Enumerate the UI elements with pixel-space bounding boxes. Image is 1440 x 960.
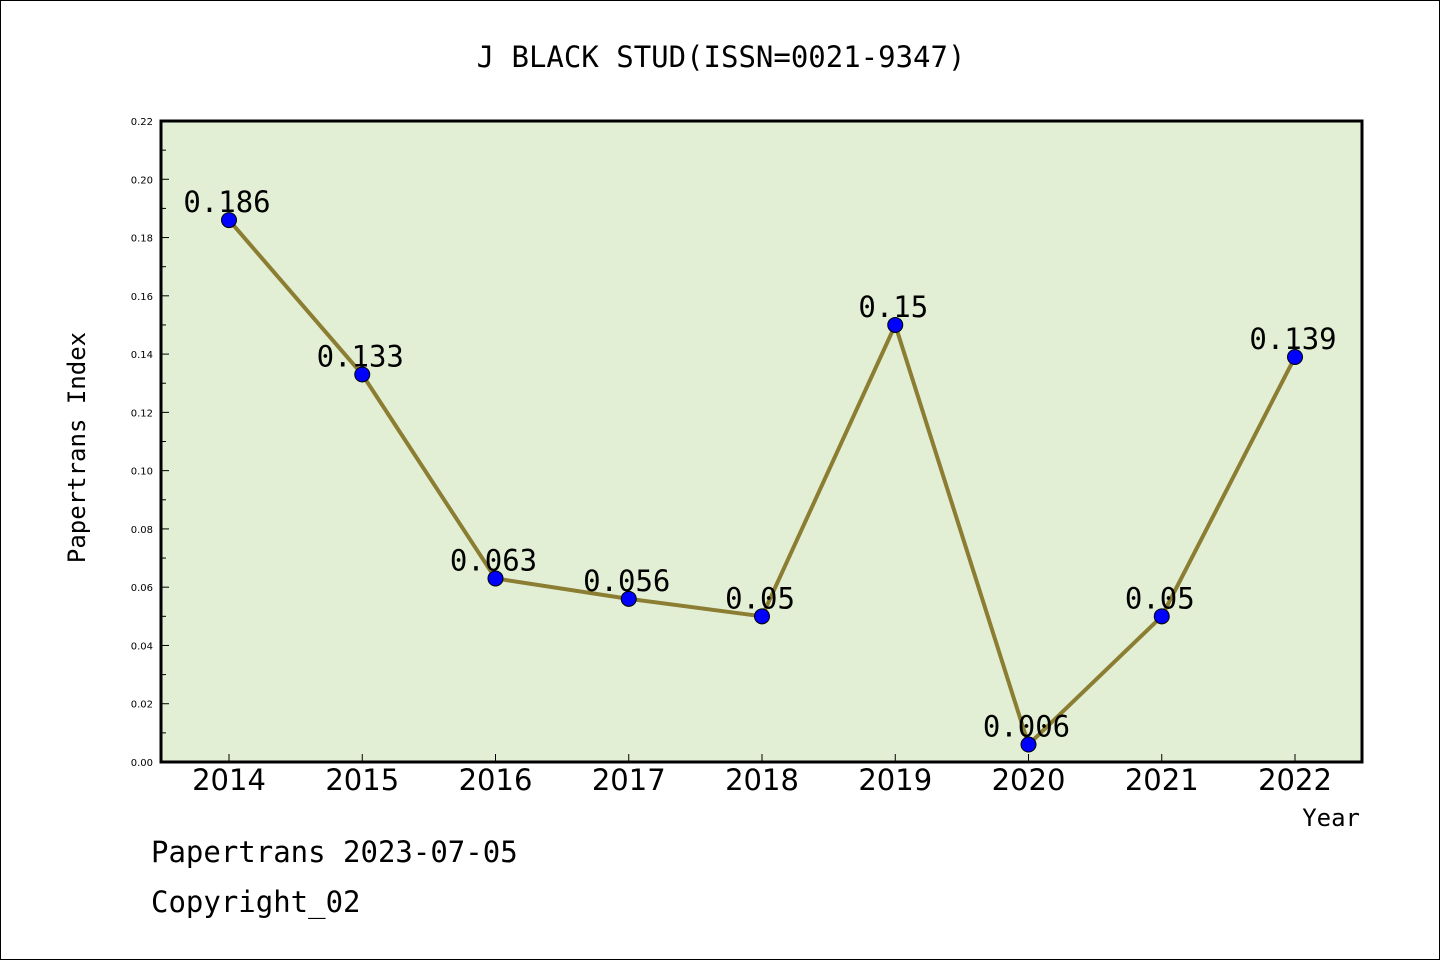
data-point xyxy=(887,316,904,333)
x-tick-label: 2017 xyxy=(592,763,666,797)
data-label: 0.186 xyxy=(183,185,270,219)
data-label: 0.05 xyxy=(725,581,795,615)
y-tick-label: 0.14 xyxy=(131,350,153,361)
y-tick-label: 0.18 xyxy=(131,234,153,245)
y-tick-label: 0.06 xyxy=(131,583,153,594)
y-tick-label: 0.02 xyxy=(131,700,153,711)
data-points xyxy=(221,212,1303,753)
y-tick-label: 0.20 xyxy=(131,175,153,186)
x-tick-label: 2016 xyxy=(459,763,533,797)
y-tick-label: 0.08 xyxy=(131,525,153,536)
x-tick-label: 2022 xyxy=(1258,763,1332,797)
y-tick-label: 0.10 xyxy=(131,467,153,478)
x-tick-label: 2018 xyxy=(725,763,799,797)
y-axis: 0.00 0.02 0.04 0.06 0.08 0.10 0.12 0.14 0.16 0.18… xyxy=(131,117,169,769)
x-tick-label: 2015 xyxy=(325,763,399,797)
data-label: 0.056 xyxy=(583,564,670,598)
x-tick-label: 2019 xyxy=(858,763,932,797)
y-tick-label: 0.04 xyxy=(131,641,153,652)
plot-border xyxy=(159,119,1364,764)
x-axis-label: Year xyxy=(1302,804,1360,832)
y-axis-label: Papertrans Index xyxy=(63,332,91,563)
data-point xyxy=(354,366,371,383)
footer-date: Papertrans 2023-07-05 xyxy=(151,835,518,869)
data-label: 0.139 xyxy=(1249,322,1336,356)
y-tick-label: 0.22 xyxy=(131,117,153,128)
data-point xyxy=(1287,349,1303,366)
plot-area xyxy=(161,121,1362,762)
y-tick-label: 0.16 xyxy=(131,292,153,303)
data-point xyxy=(487,570,504,587)
data-point xyxy=(754,608,770,625)
x-axis: 2014 2015 2016 2017 2018 2019 2020 2021 2022 xyxy=(192,754,1332,797)
chart-title: J BLACK STUD(ISSN=0021-9347) xyxy=(477,40,966,74)
data-point xyxy=(1153,608,1170,625)
data-label: 0.063 xyxy=(450,543,537,577)
y-tick-label: 0.12 xyxy=(131,408,153,419)
x-tick-label: 2014 xyxy=(192,763,266,797)
footer-copyright: Copyright_02 xyxy=(151,885,361,919)
x-tick-label: 2020 xyxy=(992,763,1066,797)
data-point xyxy=(221,212,237,229)
x-tick-label: 2021 xyxy=(1125,763,1199,797)
data-label: 0.006 xyxy=(983,710,1070,744)
data-label: 0.133 xyxy=(317,339,404,373)
data-point xyxy=(620,590,637,607)
data-labels: 0.186 0.133 0.063 0.056 0.05 0.15 0.006 0.05 0.1… xyxy=(183,185,1336,743)
data-label: 0.15 xyxy=(858,290,928,324)
data-label: 0.05 xyxy=(1125,581,1195,615)
data-point xyxy=(1020,736,1037,753)
y-tick-label: 0.00 xyxy=(131,758,153,769)
